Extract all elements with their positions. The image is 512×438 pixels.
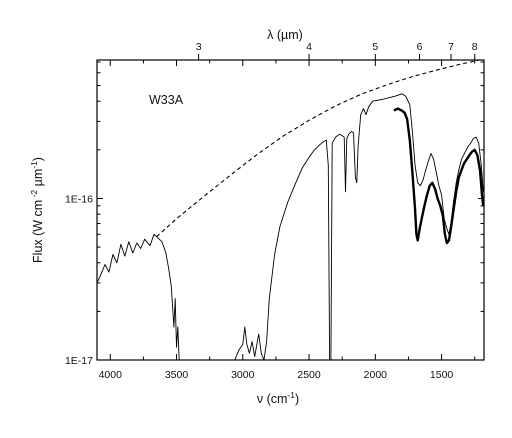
y-axis-title: Flux (W cm -2 µm-1) bbox=[29, 157, 45, 263]
x-tick-label: 1500 bbox=[430, 369, 454, 381]
continuum-line bbox=[156, 60, 483, 238]
top-axis-tick-label: 5 bbox=[372, 41, 378, 53]
y-tick-label: 1E-16 bbox=[65, 193, 93, 205]
spectrum-line bbox=[97, 233, 180, 360]
top-axis-tick-label: 4 bbox=[306, 41, 312, 53]
x-tick-label: 3000 bbox=[231, 369, 255, 381]
y-axis-title-close: ) bbox=[31, 157, 45, 161]
top-axis-tick-label: 7 bbox=[448, 41, 454, 53]
data-series bbox=[97, 60, 484, 360]
y-axis-title-mid: µm bbox=[31, 169, 45, 190]
x-tick-label: 2000 bbox=[364, 369, 388, 381]
y-axis-title-lead: Flux (W cm bbox=[31, 200, 45, 263]
top-axis-tick-label: 8 bbox=[472, 41, 478, 53]
spectrum-line-thick bbox=[393, 107, 484, 245]
x-axis-title-sup: -1 bbox=[287, 390, 295, 400]
top-axis-tick-label: 6 bbox=[417, 41, 423, 53]
plot-frame bbox=[96, 59, 485, 361]
x-tick-label: 2500 bbox=[297, 369, 321, 381]
top-axis-tick-label: 3 bbox=[196, 41, 202, 53]
x-axis-title-close: ) bbox=[295, 392, 299, 406]
axis-ticks: 4000 3500 3000 2500 2000 1500 3 4 5 6 7 8 1E-17 1E-16 bbox=[65, 41, 484, 381]
spectrum-line bbox=[234, 93, 484, 360]
y-axis-title-sup1: -2 bbox=[29, 190, 39, 200]
x-axis-title: ν (cm-1) bbox=[257, 390, 299, 406]
x-axis-title-main: ν (cm bbox=[257, 392, 288, 406]
y-axis-title-sup2: -1 bbox=[29, 161, 39, 169]
y-tick-label: 1E-17 bbox=[65, 355, 93, 367]
x-tick-label: 4000 bbox=[99, 369, 123, 381]
annotation-w33a: W33A bbox=[149, 93, 184, 107]
top-axis-title: λ (µm) bbox=[267, 28, 303, 42]
x-tick-label: 3500 bbox=[165, 369, 189, 381]
